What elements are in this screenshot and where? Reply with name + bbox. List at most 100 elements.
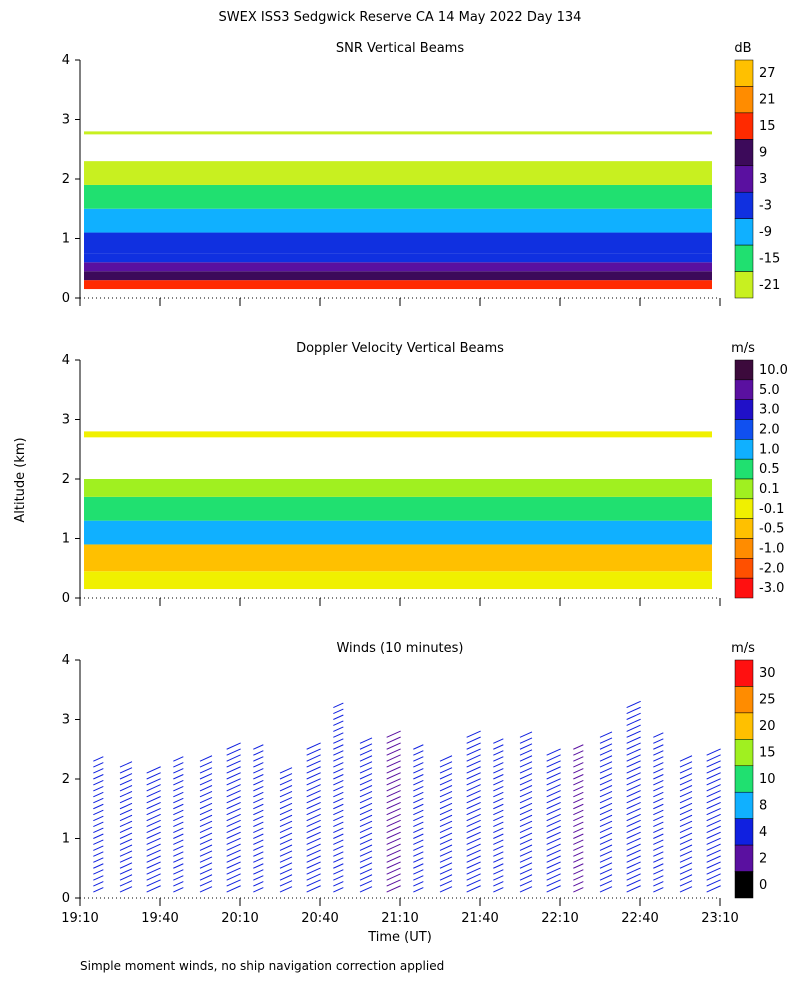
colorbar-swatch (734, 439, 754, 460)
wind-barb (333, 815, 344, 822)
wind-barb (226, 801, 241, 810)
wind-barb (333, 702, 344, 709)
wind-barb (626, 706, 641, 715)
wind-barb (333, 791, 344, 798)
wind-barb (386, 855, 401, 863)
wind-barb (226, 790, 241, 798)
wind-barb (653, 815, 664, 822)
heatmap-band (84, 184, 712, 209)
wind-barb (199, 814, 213, 822)
wind-barb (706, 784, 721, 792)
wind-barb (466, 825, 481, 834)
wind-barb (519, 838, 533, 845)
wind-barb (519, 755, 533, 762)
wind-barb (279, 814, 293, 822)
wind-barb (93, 827, 104, 834)
wind-barb (333, 756, 344, 762)
wind-barb (413, 857, 424, 863)
wind-barb (626, 843, 641, 851)
wind-barb (653, 768, 664, 774)
y-tick-label: 1 (62, 232, 70, 247)
wind-barb (626, 867, 641, 875)
wind-barb (253, 815, 264, 822)
wind-barb (253, 839, 264, 845)
wind-barb (279, 767, 293, 774)
wind-barb (519, 785, 533, 792)
wind-barb (93, 875, 104, 881)
wind-barb (466, 873, 481, 881)
wind-barb (199, 790, 213, 798)
wind-barb (253, 768, 264, 774)
wind-barb (599, 874, 613, 881)
wind-barb (146, 849, 161, 857)
y-tick-label: 0 (62, 591, 70, 606)
wind-barb (466, 754, 481, 762)
wind-barb (386, 742, 401, 750)
wind-barb (599, 808, 613, 816)
wind-barb (253, 821, 264, 828)
wind-barb (466, 778, 481, 786)
wind-barb (439, 856, 453, 863)
wind-barb (653, 803, 664, 810)
wind-barb (119, 838, 133, 845)
heatmap-band (84, 253, 712, 263)
wind-barb (386, 807, 401, 816)
wind-barb (93, 881, 104, 887)
colorbar-swatch (734, 478, 754, 500)
wind-barb (599, 868, 613, 875)
wind-barb (386, 873, 401, 881)
wind-barb (333, 744, 344, 750)
wind-barb (93, 762, 104, 768)
wind-barb (439, 773, 453, 780)
wind-barb (546, 873, 561, 881)
wind-barb (333, 857, 344, 863)
wind-barb (386, 760, 401, 768)
wind-barb (653, 762, 664, 768)
wind-barb (706, 867, 721, 875)
wind-barb (573, 785, 584, 792)
wind-barb (493, 875, 504, 881)
wind-barb (93, 851, 104, 857)
wind-barb (599, 737, 613, 744)
colorbar-label: -3 (759, 198, 772, 213)
wind-barb (306, 825, 321, 834)
wind-barb (626, 724, 641, 732)
wind-barb (173, 791, 184, 798)
wind-barb (519, 790, 533, 798)
wind-barb (413, 785, 424, 792)
wind-barb (439, 761, 453, 768)
wind-barb (306, 766, 321, 774)
wind-barb (146, 766, 161, 774)
wind-barb (119, 802, 133, 810)
wind-barb (599, 761, 613, 768)
wind-barb (626, 760, 641, 768)
wind-barb (519, 814, 533, 822)
wind-barb (493, 839, 504, 845)
wind-barb (359, 838, 373, 845)
wind-barb (413, 774, 424, 780)
wind-barb (226, 784, 241, 792)
wind-barb (253, 857, 264, 863)
wind-barb (279, 850, 293, 857)
wind-barb (279, 862, 293, 869)
wind-barb (626, 790, 641, 798)
wind-barb (333, 863, 344, 869)
wind-barb (386, 849, 401, 857)
wind-barb (253, 881, 264, 887)
wind-barb (573, 839, 584, 845)
wind-barb (119, 790, 133, 798)
wind-barb (466, 796, 481, 804)
wind-barb (679, 808, 693, 816)
wind-barb (173, 779, 184, 786)
wind-barb (573, 762, 584, 768)
wind-barb (573, 821, 584, 828)
wind-barb (546, 861, 561, 869)
colorbar-swatch (734, 165, 754, 193)
colorbar-label: 21 (759, 93, 776, 108)
wind-barb (653, 851, 664, 857)
wind-barb (599, 785, 613, 792)
wind-barb (679, 767, 693, 774)
wind-barb (306, 742, 321, 750)
colorbar-swatch (734, 844, 754, 872)
wind-barb (119, 779, 133, 786)
